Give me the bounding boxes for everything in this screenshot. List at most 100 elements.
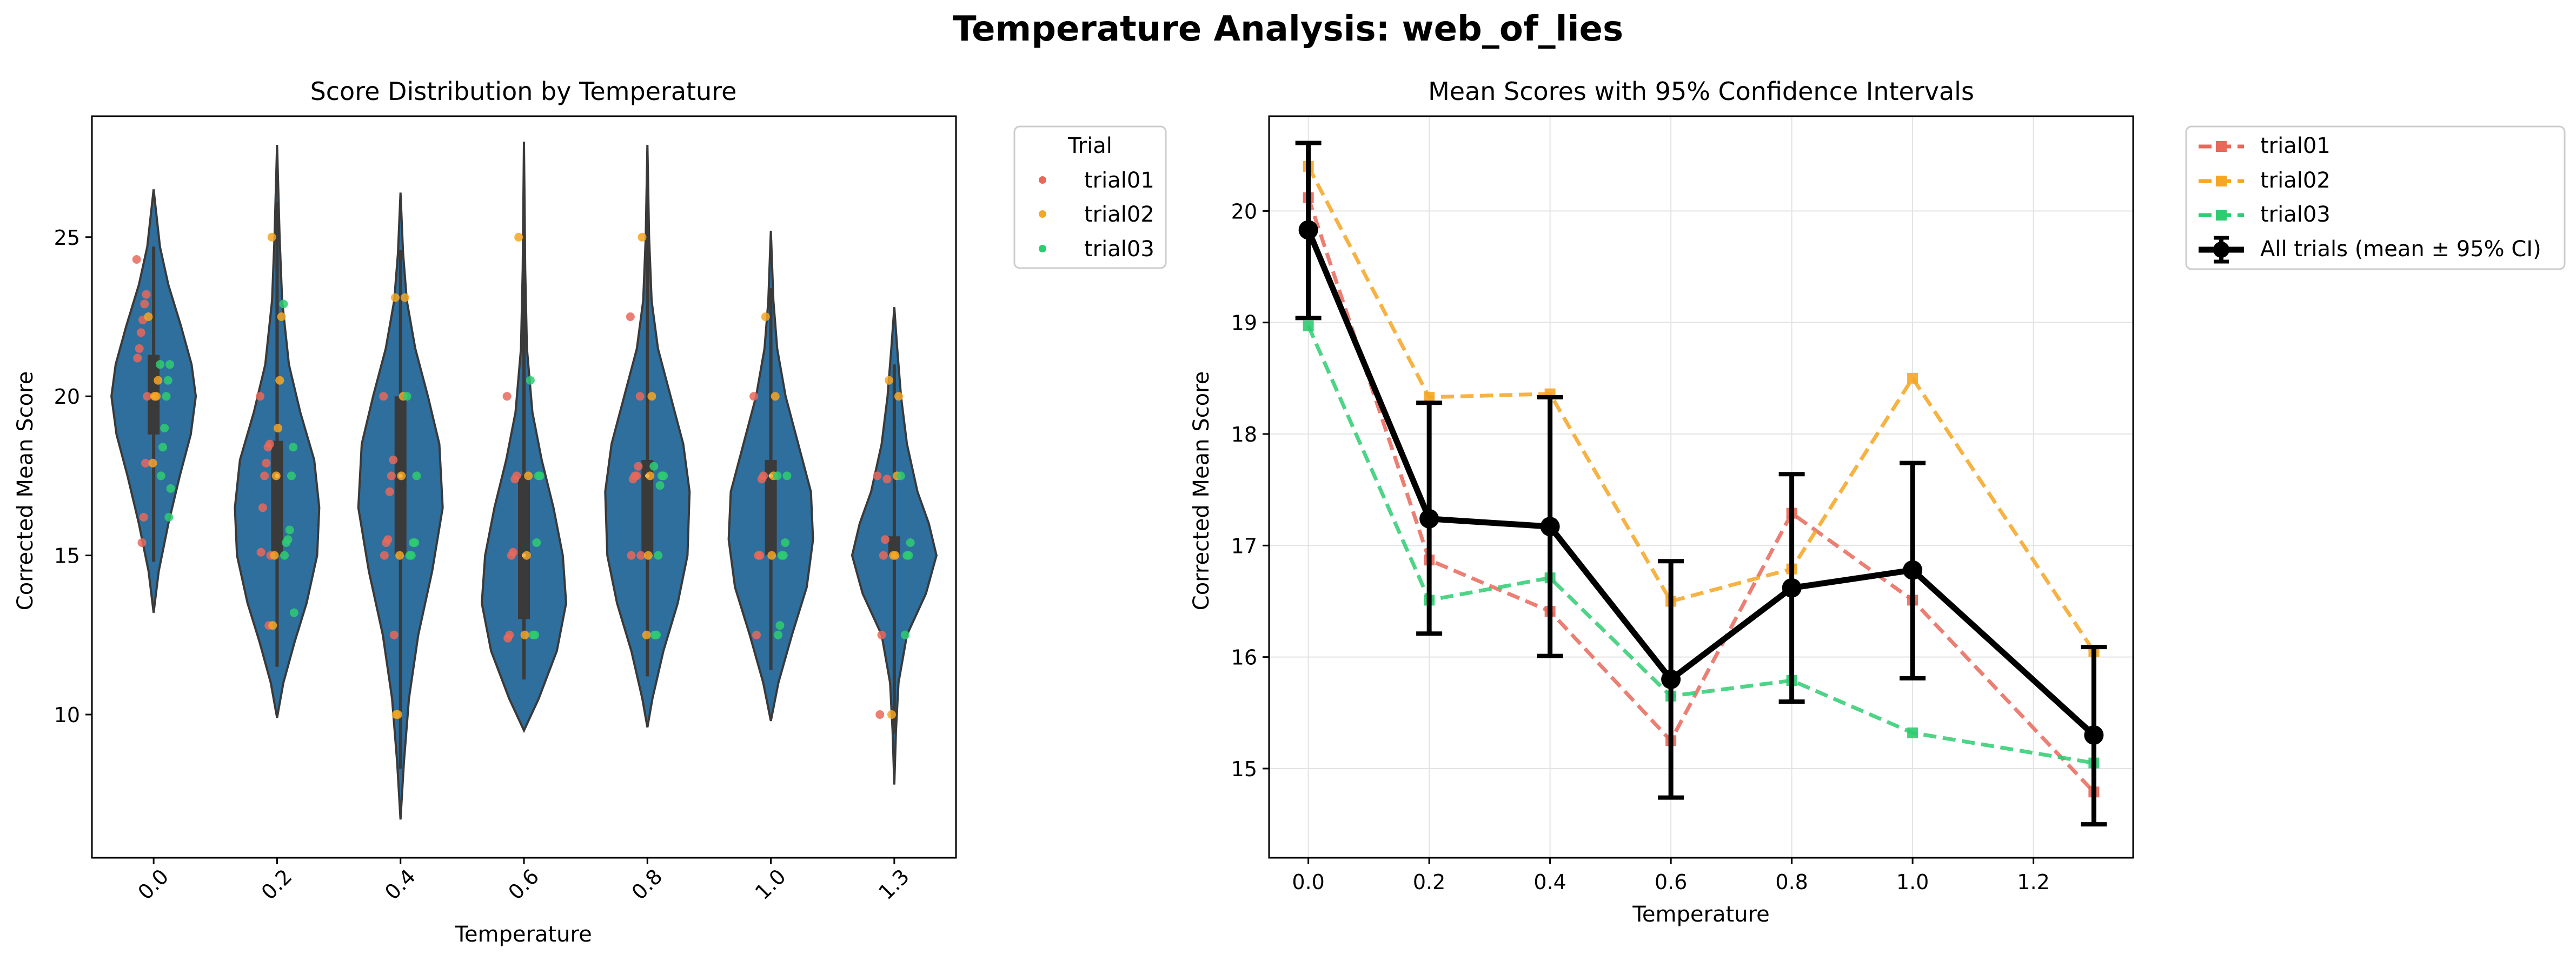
trial02-data-point — [148, 458, 157, 468]
trial01-data-point — [502, 392, 512, 401]
trial03-data-point — [655, 481, 665, 490]
violin-x-axis-label: Temperature — [454, 922, 592, 947]
violin-y-tick-label: 20 — [54, 385, 80, 409]
trial01-data-point — [263, 443, 273, 452]
trial01-data-point — [636, 551, 646, 560]
trial01-data-point — [135, 344, 144, 353]
series-legend-frame — [2185, 125, 2566, 270]
line-x-tick-label: 1.0 — [1896, 870, 1929, 894]
trial02-series-marker — [1424, 391, 1435, 403]
line-x-tick-label: 0.2 — [1413, 870, 1445, 894]
trial01-data-point — [385, 487, 394, 496]
trial02-data-point — [647, 392, 656, 401]
trial02-data-point — [391, 293, 400, 302]
trial02-data-point — [643, 551, 653, 560]
violin-y-axis-label: Corrected Mean Score — [13, 371, 38, 610]
trial03-data-point — [405, 551, 414, 560]
trial03-data-point — [896, 471, 905, 480]
trial01-data-point — [139, 512, 148, 522]
trial01-legend-marker — [1039, 176, 1046, 184]
trial03-data-point — [902, 551, 912, 560]
violin-y-tick-label: 15 — [54, 544, 80, 568]
trial03-data-point — [650, 630, 659, 639]
trial03-data-point — [528, 630, 537, 639]
trial02-data-point — [267, 232, 276, 242]
trial02-data-point — [270, 551, 279, 560]
trial02-data-point — [642, 630, 651, 639]
trial03-data-point — [900, 630, 909, 639]
trial01-data-point — [879, 551, 888, 560]
line-chart-title: Mean Scores with 95% Confidence Interval… — [1428, 77, 1974, 106]
line-y-tick-label: 17 — [1231, 534, 1257, 558]
trial03-data-point — [526, 376, 535, 385]
trial02-data-point — [894, 392, 903, 401]
trial03-data-point — [649, 462, 659, 471]
trial01-data-point — [140, 299, 149, 309]
trial03-data-point — [156, 360, 165, 369]
violin-iqr-box — [518, 476, 530, 619]
overall-mean-marker — [1903, 560, 1923, 580]
trial01-data-point — [137, 538, 147, 547]
trial02-data-point — [391, 710, 401, 719]
line-x-tick-label: 0.6 — [1655, 870, 1687, 894]
trial01-legend-marker — [2216, 141, 2227, 152]
trial03-data-point — [657, 471, 666, 480]
line-x-tick-label: 0.4 — [1533, 870, 1566, 894]
trial03-series-marker — [1303, 320, 1314, 331]
line-y-tick-label: 15 — [1231, 757, 1257, 781]
figure-suptitle: Temperature Analysis: web_of_lies — [953, 9, 1623, 49]
trial01-data-point — [757, 475, 766, 484]
trial03-data-point — [774, 630, 783, 639]
trial01-data-point — [389, 455, 398, 464]
trial-legend-frame — [1013, 125, 1167, 269]
line-x-tick-label: 1.2 — [2017, 870, 2049, 894]
trial03-data-point — [906, 538, 915, 547]
trial02-data-point — [274, 424, 283, 433]
trial01-data-point — [875, 710, 885, 719]
trial02-series-marker — [1907, 372, 1918, 384]
overall-mean-marker — [1540, 517, 1560, 537]
trial01-legend-label: trial01 — [1084, 168, 1154, 193]
overall-mean-marker — [2084, 725, 2104, 745]
trial03-data-point — [282, 538, 291, 547]
trial02-data-point — [150, 392, 159, 401]
trial03-legend-marker — [2216, 210, 2227, 221]
trial03-data-point — [773, 471, 782, 480]
trial01-data-point — [634, 462, 643, 471]
line-plot-area: 0.0 0.2 0.4 0.6 0.8 1.0 1.2 15 16 17 18 19 20 — [1231, 116, 2133, 894]
trial01-data-point — [136, 328, 145, 337]
trial02-data-point — [767, 551, 776, 560]
trial01-data-point — [380, 551, 389, 560]
line-y-tick-label: 19 — [1231, 311, 1257, 335]
trial01-data-point — [635, 392, 645, 401]
trial02-data-point — [771, 392, 780, 401]
overall-series-legend-label: All trials (mean ± 95% CI) — [2260, 237, 2541, 262]
trial03-data-point — [289, 443, 298, 452]
trial01-data-point — [503, 633, 513, 643]
trial01-data-point — [754, 551, 763, 560]
trial02-data-point — [154, 376, 163, 385]
trial01-data-point — [387, 471, 396, 480]
trial03-data-point — [164, 512, 174, 522]
trial03-data-point — [402, 392, 411, 401]
trial03-data-point — [280, 551, 289, 560]
trial-legend: Trial trial01 trial02 trial03 — [1013, 125, 1167, 269]
trial02-data-point — [638, 232, 647, 242]
trial01-data-point — [260, 471, 269, 480]
trial02-data-point — [889, 551, 898, 560]
trial03-data-point — [160, 424, 169, 433]
line-y-tick-label: 16 — [1231, 646, 1257, 670]
trial03-data-point — [775, 621, 785, 630]
trial03-data-point — [279, 299, 288, 309]
violin-axes-frame — [91, 115, 957, 859]
trial01-data-point — [258, 503, 267, 512]
trial01-data-point — [507, 551, 516, 560]
overall-mean-marker — [1782, 578, 1802, 598]
trial02-data-point — [885, 376, 894, 385]
trial02-legend-marker — [2216, 176, 2227, 186]
trial01-data-point — [628, 475, 638, 484]
trial01-data-point — [256, 548, 265, 557]
trial01-data-point — [626, 312, 635, 321]
